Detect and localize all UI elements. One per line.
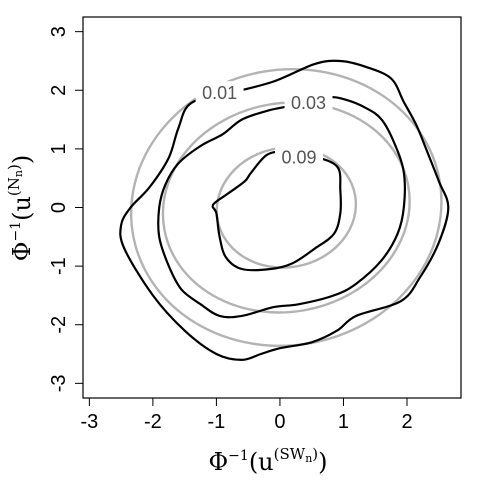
contour-label: 0.03 [291, 93, 326, 113]
x-axis: -3 -2 -1 0 1 2 [80, 398, 413, 433]
y-tick-label: 2 [48, 85, 70, 96]
y-axis: -3 -2 -1 0 1 2 3 [48, 26, 83, 392]
x-tick-label: -2 [144, 411, 162, 433]
y-tick-label: 1 [48, 143, 70, 154]
x-axis-title: Φ−1(u(SWn)) [208, 445, 327, 476]
contour-label-bg [284, 91, 333, 114]
y-tick-label: 3 [48, 26, 70, 37]
y-tick-label: 0 [48, 202, 70, 213]
x-tick-label: -3 [80, 411, 98, 433]
contour-label-bg [275, 145, 323, 168]
x-tick-label: 0 [274, 411, 285, 433]
empirical-contour-0.01 [119, 59, 450, 361]
y-tick-label: -2 [48, 316, 70, 334]
contour-label: 0.09 [281, 148, 316, 168]
y-tick-label: -3 [48, 374, 70, 392]
y-tick-label: -1 [48, 257, 70, 275]
y-axis-title: Φ−1(u(Nn)) [5, 155, 36, 261]
theoretical-contour-0.03 [161, 101, 411, 314]
contour-label-bg [195, 81, 244, 104]
empirical-contour-0.09 [211, 150, 343, 272]
contour-label: 0.01 [202, 83, 237, 103]
x-tick-label: 1 [338, 411, 349, 433]
x-tick-label: 2 [401, 411, 412, 433]
contour-labels: 0.01 0.03 0.09 [195, 81, 333, 168]
x-tick-label: -1 [208, 411, 226, 433]
